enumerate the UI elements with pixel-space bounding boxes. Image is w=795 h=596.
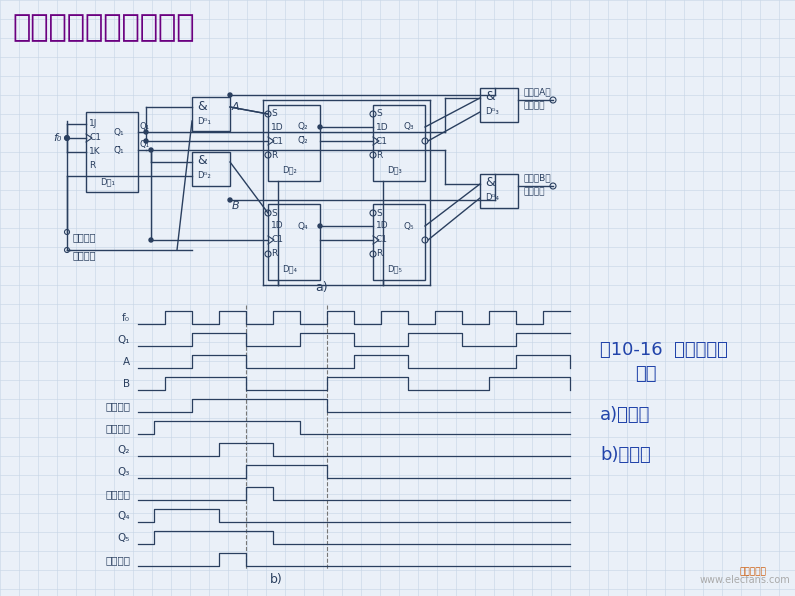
Text: 1D: 1D	[376, 222, 389, 231]
Text: S: S	[376, 209, 382, 218]
Text: 指令脉冲: 指令脉冲	[105, 401, 130, 411]
Text: 同步于A的: 同步于A的	[523, 88, 551, 97]
Text: a): a)	[315, 281, 328, 293]
Text: &: &	[485, 91, 494, 104]
Circle shape	[65, 136, 69, 140]
Text: Dᴳ₁: Dᴳ₁	[197, 116, 211, 126]
Text: A: A	[123, 357, 130, 367]
Text: 反馈脉冲: 反馈脉冲	[523, 188, 545, 197]
Text: 反馈脉冲: 反馈脉冲	[73, 232, 96, 242]
Bar	[268, 105, 320, 181]
Bar	[192, 152, 230, 186]
Text: Q₅: Q₅	[403, 222, 413, 231]
Circle shape	[318, 224, 322, 228]
Text: &: &	[197, 100, 207, 113]
Text: 电路: 电路	[635, 365, 657, 383]
Text: D₟₁: D₟₁	[100, 178, 114, 187]
Text: Q₁: Q₁	[118, 335, 130, 345]
Text: S: S	[376, 110, 382, 119]
Text: B: B	[123, 379, 130, 389]
Text: 指令脉冲: 指令脉冲	[523, 101, 545, 110]
Text: R: R	[271, 250, 277, 259]
Text: f₀: f₀	[53, 133, 61, 143]
Bar	[86, 112, 138, 192]
Text: Q₄: Q₄	[118, 511, 130, 521]
Text: 指令输出: 指令输出	[105, 489, 130, 499]
Text: &: &	[197, 154, 207, 167]
Circle shape	[144, 130, 148, 134]
Text: D₟₂: D₟₂	[282, 166, 297, 175]
Text: R: R	[271, 151, 277, 160]
Text: A: A	[232, 102, 239, 112]
Text: 1J: 1J	[89, 120, 97, 129]
Text: 指令脉冲: 指令脉冲	[73, 250, 96, 260]
Text: Q₁: Q₁	[139, 122, 149, 131]
Text: www.elecfans.com: www.elecfans.com	[700, 575, 791, 585]
Circle shape	[228, 198, 232, 202]
Text: 同步于B的: 同步于B的	[523, 173, 551, 182]
Text: 反馈脉冲: 反馈脉冲	[105, 423, 130, 433]
Bar	[268, 204, 320, 280]
Text: 电子发烧友: 电子发烧友	[740, 567, 767, 576]
Text: 反馈输出: 反馈输出	[105, 555, 130, 565]
Circle shape	[149, 148, 153, 152]
Text: D₟₄: D₟₄	[282, 265, 297, 274]
Text: f₀: f₀	[122, 313, 130, 323]
Text: C1: C1	[376, 235, 388, 244]
Text: Dᴳ₂: Dᴳ₂	[197, 172, 211, 181]
Text: b)波形图: b)波形图	[600, 446, 651, 464]
Text: S: S	[271, 209, 277, 218]
Text: Dᴳ₄: Dᴳ₄	[485, 194, 499, 203]
Circle shape	[318, 125, 322, 129]
Text: Q₂: Q₂	[118, 445, 130, 455]
Text: C1: C1	[271, 136, 283, 145]
Text: &: &	[485, 176, 494, 190]
Text: D₟₃: D₟₃	[387, 166, 401, 175]
Text: 1D: 1D	[271, 123, 284, 132]
Text: 图10-16  脉冲不重合: 图10-16 脉冲不重合	[600, 341, 728, 359]
Text: Q₂: Q₂	[298, 123, 308, 132]
Text: C1: C1	[376, 136, 388, 145]
Circle shape	[228, 93, 232, 97]
Bar	[480, 88, 518, 122]
Bar	[480, 174, 518, 208]
Text: （二）脉冲不重合电路: （二）脉冲不重合电路	[12, 14, 195, 42]
Text: Q₅: Q₅	[118, 533, 130, 543]
Text: C1: C1	[89, 134, 101, 142]
Text: 1K: 1K	[89, 147, 101, 157]
Text: Q₄: Q₄	[298, 222, 308, 231]
Bar	[373, 105, 425, 181]
Circle shape	[144, 139, 148, 143]
Text: R: R	[89, 162, 95, 170]
Text: b): b)	[270, 573, 283, 585]
Text: R: R	[376, 151, 382, 160]
Text: C1: C1	[271, 235, 283, 244]
Text: Q̅₁: Q̅₁	[114, 145, 125, 154]
Text: Q̅₁: Q̅₁	[139, 139, 149, 148]
Bar	[192, 97, 230, 131]
Text: D₟₅: D₟₅	[387, 265, 402, 274]
Text: Dᴳ₃: Dᴳ₃	[485, 107, 498, 116]
Text: Q₃: Q₃	[403, 123, 413, 132]
Text: B: B	[232, 201, 239, 211]
Text: 1D: 1D	[376, 123, 389, 132]
Bar	[373, 204, 425, 280]
Text: 1D: 1D	[271, 222, 284, 231]
Text: Q₃: Q₃	[118, 467, 130, 477]
Text: R: R	[376, 250, 382, 259]
Text: a)电路图: a)电路图	[600, 406, 650, 424]
Text: Q̅₂: Q̅₂	[298, 136, 308, 145]
Text: S: S	[271, 110, 277, 119]
Text: Q₁: Q₁	[114, 128, 125, 136]
Circle shape	[149, 238, 153, 242]
